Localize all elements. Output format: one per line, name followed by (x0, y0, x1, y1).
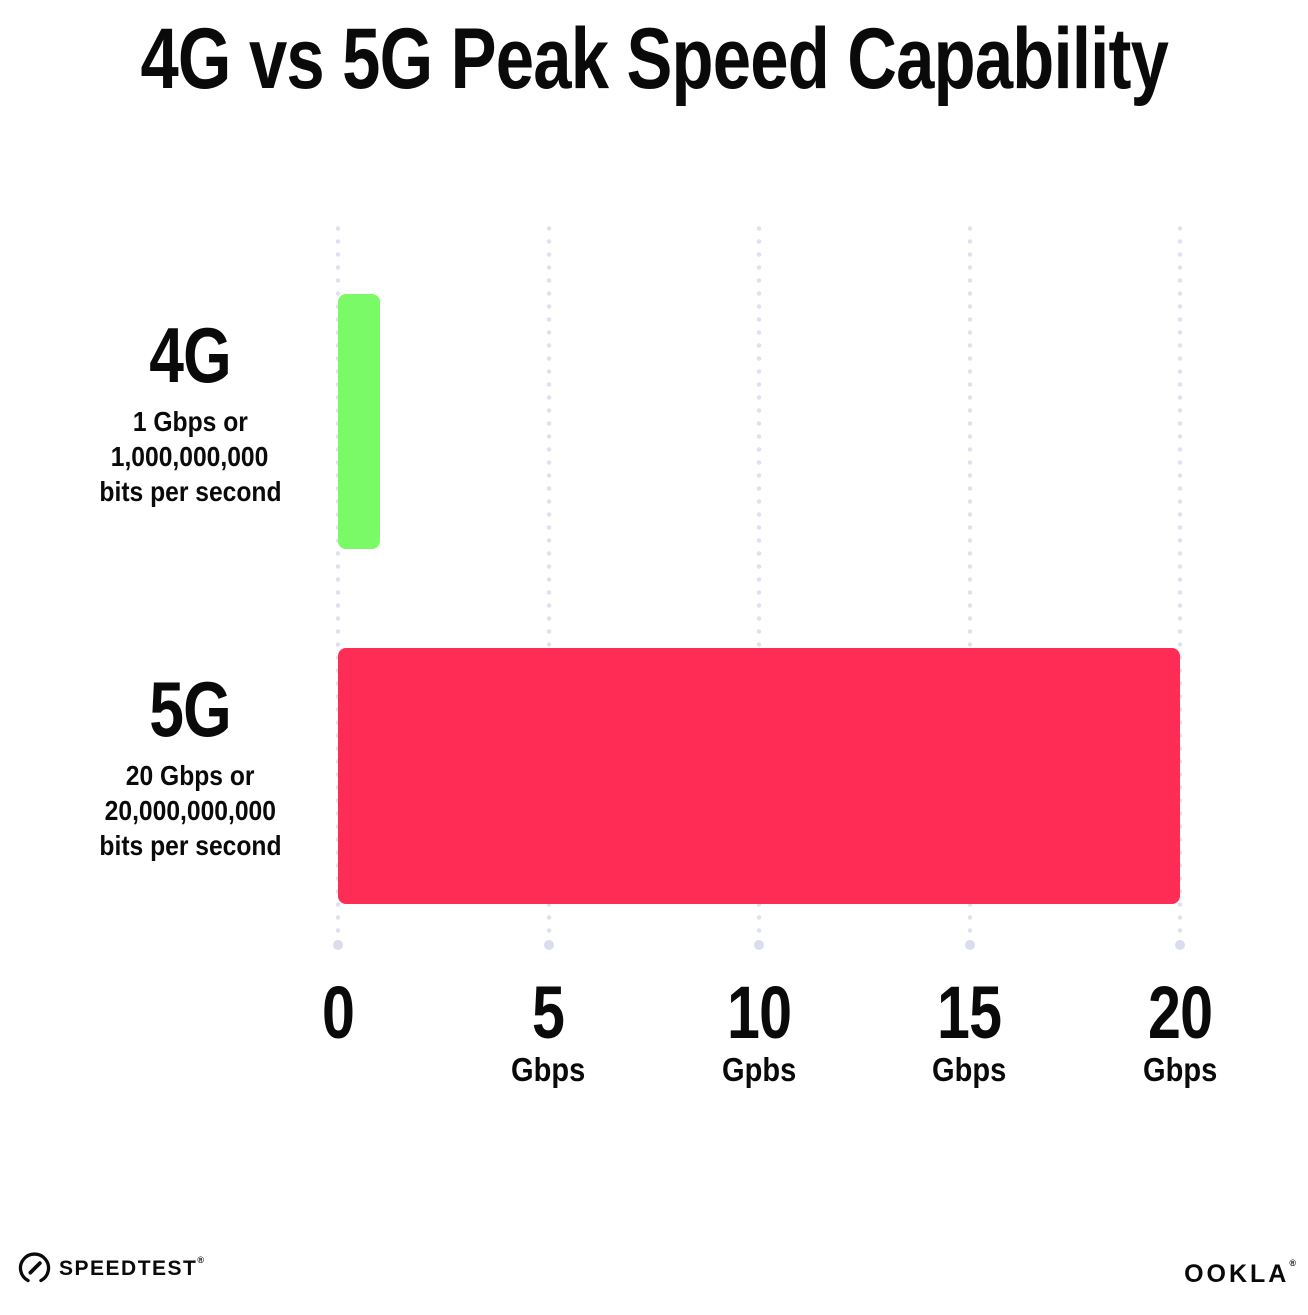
x-tick-5: 5 Gbps (464, 971, 634, 1088)
x-tick-unit: Gpbs (721, 1051, 797, 1088)
gridline-15 (966, 222, 973, 936)
gridline-20 (1177, 222, 1183, 936)
gridline-end-dot-15 (964, 940, 975, 950)
sublabel-line: 1,000,000,000 (111, 441, 269, 472)
speedtest-wordmark: SPEEDTEST® (59, 1254, 205, 1281)
category-name-5g: 5G (149, 665, 231, 753)
gridline-5 (545, 222, 552, 936)
chart-title: 4G vs 5G Peak Speed Capability (0, 11, 1308, 107)
row-label-4g: 4G 1 Gbps or 1,000,000,000 bits per second (40, 314, 340, 509)
plot-area (333, 222, 1185, 950)
ookla-text: OOKLA (1184, 1260, 1290, 1288)
sublabel-line: 1 Gbps or (132, 406, 248, 437)
gridline-end-dot-10 (754, 940, 764, 950)
sublabel-line: 20 Gbps or (125, 760, 255, 791)
gridline-end-dot-5 (543, 940, 554, 950)
gridline-0 (335, 222, 341, 936)
speedtest-text: SPEEDTEST (59, 1256, 198, 1280)
x-tick-20: 20 Gbps (1095, 971, 1265, 1088)
x-tick-15: 15 Gbps (885, 971, 1055, 1088)
speedtest-logo: SPEEDTEST® (18, 1252, 204, 1285)
ookla-logo: OOKLA® (1184, 1258, 1296, 1289)
bar-4g (338, 294, 381, 549)
gridline-end-dot-0 (333, 940, 343, 950)
x-tick-unit: Gbps (1142, 1051, 1218, 1088)
x-tick-unit: Gbps (932, 1051, 1007, 1088)
sublabel-line: 20,000,000,000 (104, 795, 276, 826)
x-tick-value: 20 (1147, 971, 1213, 1054)
bar-5g (338, 648, 1180, 904)
ookla-registered-mark: ® (1289, 1258, 1296, 1268)
x-tick-unit: Gbps (511, 1051, 586, 1088)
x-tick-value: 15 (937, 971, 1002, 1054)
x-tick-0: 0 (253, 971, 423, 1054)
chart-title-text: 4G vs 5G Peak Speed Capability (140, 11, 1168, 107)
category-name-4g: 4G (149, 311, 231, 399)
gridline-end-dot-20 (1175, 940, 1185, 950)
row-label-5g: 5G 20 Gbps or 20,000,000,000 bits per secon… (40, 668, 340, 863)
gauge-icon (18, 1252, 51, 1283)
x-tick-10: 10 Gpbs (674, 971, 844, 1088)
speedtest-registered-mark: ® (197, 1254, 205, 1265)
gridline-10 (756, 222, 762, 936)
category-sublabel-5g: 20 Gbps or 20,000,000,000 bits per second (40, 758, 340, 863)
x-tick-value: 0 (321, 971, 355, 1054)
sublabel-line: bits per second (98, 476, 282, 507)
x-tick-value: 10 (726, 971, 792, 1054)
category-sublabel-4g: 1 Gbps or 1,000,000,000 bits per second (40, 404, 340, 509)
x-tick-value: 5 (532, 971, 565, 1054)
sublabel-line: bits per second (98, 830, 282, 861)
